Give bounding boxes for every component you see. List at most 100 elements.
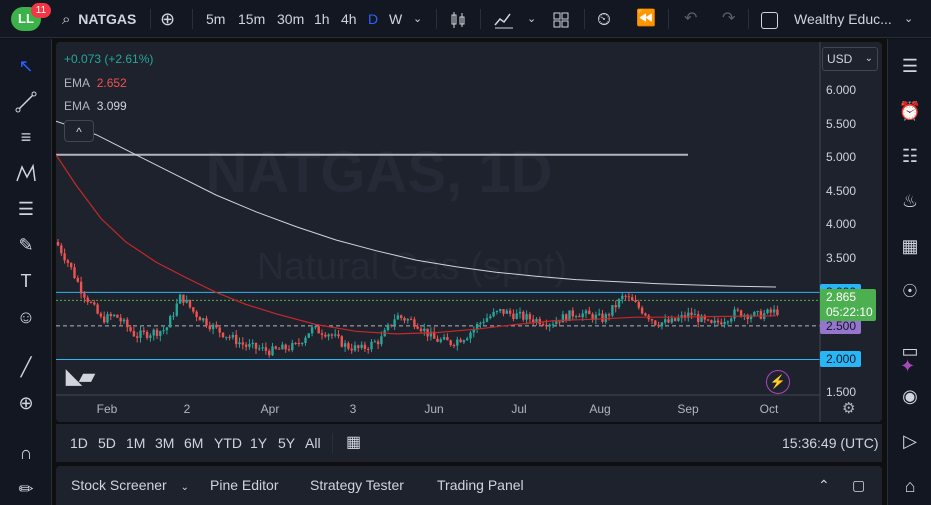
ema-slow-legend[interactable]: EMA 3.099 xyxy=(64,99,127,113)
replay-icon[interactable]: ⏪ xyxy=(636,10,656,27)
fib-icon[interactable]: ≡ xyxy=(20,127,32,147)
chat-icon[interactable]: ▭ xyxy=(901,341,919,361)
alert-icon[interactable]: ⏲ xyxy=(597,9,612,29)
candle-body xyxy=(60,245,63,254)
ema-slow-line[interactable] xyxy=(56,120,777,288)
zoom-icon[interactable]: ⊕ xyxy=(18,393,34,413)
candle-body xyxy=(611,305,614,316)
interval-4h[interactable]: 4h xyxy=(341,11,357,27)
pattern-icon[interactable] xyxy=(11,158,41,188)
ema-fast-line[interactable] xyxy=(56,154,777,335)
price-chart[interactable]: NATGAS, 1D Natural Gas (spot) Feb 2 Apr 3 Ju… xyxy=(56,42,882,422)
brush-icon[interactable]: ✎ xyxy=(18,235,34,255)
currency-select[interactable]: USD ⌄ xyxy=(822,47,878,71)
candles-icon[interactable] xyxy=(449,0,467,38)
tradingview-logo[interactable]: ◣▰ xyxy=(66,366,95,388)
range-5y[interactable]: 5Y xyxy=(278,435,296,451)
chevron-up-icon[interactable]: ⌃ xyxy=(818,477,830,493)
text-icon[interactable]: T xyxy=(20,271,32,291)
lightbulb-icon[interactable]: ☉ xyxy=(901,281,919,301)
magnet-icon[interactable]: ∩ xyxy=(19,443,33,463)
chevron-down-icon[interactable]: ⌄ xyxy=(527,13,537,25)
range-all[interactable]: All xyxy=(305,435,321,451)
range-3m[interactable]: 3M xyxy=(155,435,175,451)
cursor-icon[interactable]: ↖ xyxy=(18,56,34,76)
bottom-panel-bar: Stock Screener ⌄ Pine Editor Strategy Te… xyxy=(56,466,882,505)
candle-body xyxy=(363,344,367,349)
candle-body xyxy=(353,345,357,351)
range-1d[interactable]: 1D xyxy=(70,435,88,451)
candle-body xyxy=(736,309,739,311)
interval-d[interactable]: D xyxy=(368,11,379,27)
chevron-down-icon[interactable]: ⌄ xyxy=(413,13,423,25)
range-1m[interactable]: 1M xyxy=(126,435,146,451)
watermark-description: Natural Gas (spot) xyxy=(257,246,567,288)
legend-collapse-button[interactable]: ^ xyxy=(64,120,94,142)
layout-name[interactable]: Wealthy Educ... xyxy=(794,11,892,27)
lock-drawing-icon[interactable]: ✏ xyxy=(18,479,34,499)
candle-body xyxy=(515,313,518,319)
candle-body xyxy=(670,318,673,323)
x-axis-tick-label: Sep xyxy=(677,402,699,416)
undo-icon[interactable]: ↶ xyxy=(684,10,698,27)
interval-15m[interactable]: 15m xyxy=(238,11,266,27)
broadcast-icon[interactable]: ◉ xyxy=(902,386,918,406)
candle-body xyxy=(456,339,459,346)
range-5d[interactable]: 5D xyxy=(98,435,116,451)
candle-body xyxy=(433,331,436,339)
chart-pane[interactable]: NATGAS, 1D Natural Gas (spot) Feb 2 Apr 3 Ju… xyxy=(56,42,882,422)
sparkle-icon[interactable]: ✦ xyxy=(900,356,916,376)
candle-body xyxy=(172,315,175,317)
tab-strategy-tester[interactable]: Strategy Tester xyxy=(310,477,404,493)
layout-checkbox[interactable] xyxy=(761,0,778,38)
bell-icon[interactable]: ⌂ xyxy=(904,476,916,496)
candle-body xyxy=(235,334,238,345)
settings-gear-icon[interactable]: ⚙ xyxy=(842,400,856,417)
date-range-calendar-icon[interactable]: ▦ xyxy=(346,434,362,451)
tab-stock-screener[interactable]: Stock Screener ⌄ xyxy=(71,466,189,505)
flame-icon[interactable]: ♨ xyxy=(901,191,919,211)
calendar-icon[interactable]: ▦ xyxy=(901,236,919,256)
candle-body xyxy=(301,342,304,344)
candle-body xyxy=(109,314,112,317)
maximize-icon[interactable]: ▢ xyxy=(852,477,866,493)
watchlist-icon[interactable]: ☰ xyxy=(901,56,919,76)
range-6m[interactable]: 6M xyxy=(184,435,204,451)
trend-line-icon[interactable] xyxy=(11,86,41,116)
candle-body xyxy=(571,310,574,317)
interval-w[interactable]: W xyxy=(389,11,403,27)
symbol-search[interactable]: ⌕ NATGAS xyxy=(62,0,136,38)
candle-body xyxy=(594,314,598,320)
candle-body xyxy=(192,307,195,312)
play-icon[interactable]: ▷ xyxy=(903,431,917,451)
ruler-icon[interactable]: ╱ xyxy=(20,357,32,377)
tab-trading-panel[interactable]: Trading Panel xyxy=(437,477,524,493)
chevron-down-icon[interactable]: ⌄ xyxy=(904,13,914,25)
ema-fast-legend[interactable]: EMA 2.652 xyxy=(64,76,127,90)
templates-icon[interactable] xyxy=(552,0,570,38)
indicators-icon[interactable] xyxy=(493,0,515,38)
interval-5m[interactable]: 5m xyxy=(206,11,226,27)
redo-icon[interactable]: ↷ xyxy=(722,10,736,27)
candle-body xyxy=(627,296,631,298)
candle-body xyxy=(215,324,218,328)
clock-label[interactable]: 15:36:49 (UTC) xyxy=(782,435,879,451)
candle-body xyxy=(63,253,66,261)
range-ytd[interactable]: YTD xyxy=(214,435,242,451)
prediction-icon[interactable]: ☰ xyxy=(17,199,35,219)
candle-body xyxy=(621,295,624,300)
interval-30m[interactable]: 30m xyxy=(277,11,305,27)
interval-1h[interactable]: 1h xyxy=(314,11,330,27)
plus-icon[interactable]: ⊕ xyxy=(160,9,176,29)
level-tag-2-5: 2.500 xyxy=(820,317,861,334)
tab-pine-editor[interactable]: Pine Editor xyxy=(210,477,279,493)
bar-countdown: 05:22:10 xyxy=(826,305,873,320)
range-1y[interactable]: 1Y xyxy=(250,435,268,451)
symbol-label: NATGAS xyxy=(78,11,137,27)
alarm-clock-icon[interactable]: ⏰ xyxy=(898,101,922,121)
lightning-icon[interactable]: ⚡ xyxy=(766,370,790,394)
candle-body xyxy=(76,278,79,282)
candle-body xyxy=(459,339,462,343)
emoji-icon[interactable]: ☺ xyxy=(16,307,36,327)
calendar-list-icon[interactable]: ☷ xyxy=(901,146,919,166)
